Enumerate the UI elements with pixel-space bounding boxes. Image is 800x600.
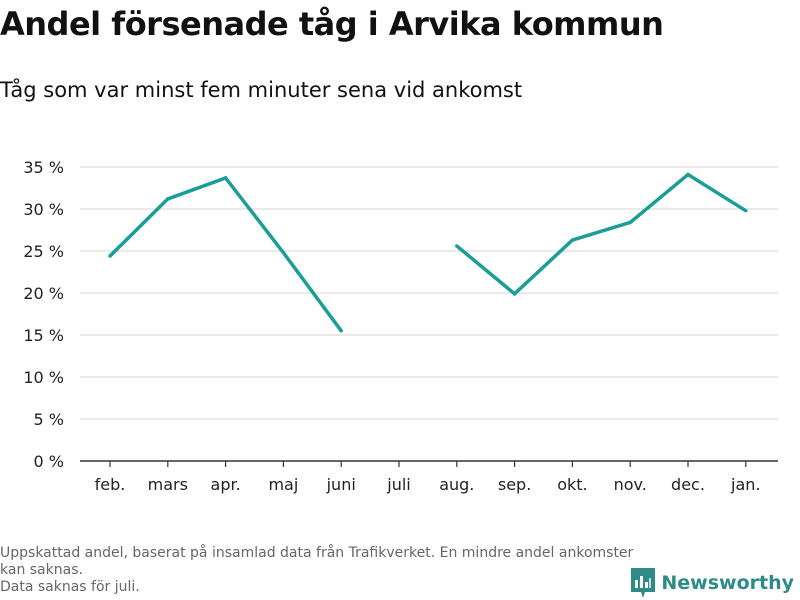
gridlines — [80, 166, 778, 420]
x-tick-label: apr. — [211, 475, 241, 494]
line-chart: 0 % 5 % 10 % 15 % 20 % 25 % 30 % 35 % feb. mars a… — [23, 158, 778, 494]
series-lines — [108, 172, 747, 332]
series-line — [455, 172, 747, 297]
x-tick-label: juli — [386, 475, 410, 494]
series-line — [108, 175, 343, 332]
x-tick-label: juni — [326, 475, 356, 494]
footer-note: Uppskattad andel, baserat på insamlad da… — [0, 545, 634, 578]
y-tick-label: 0 % — [34, 452, 64, 471]
x-tick-label: sep. — [498, 475, 531, 494]
y-tick-label: 5 % — [34, 410, 64, 429]
footer-missing-data-note: Data saknas för juli. — [0, 579, 140, 595]
chart-title: Andel försenade tåg i Arvika kommun — [0, 5, 664, 43]
x-tick-label: dec. — [671, 475, 705, 494]
y-tick-label: 20 % — [23, 284, 64, 303]
logo-text: Newsworthy — [661, 572, 794, 594]
data-points — [108, 172, 748, 333]
x-tick-label: jan. — [730, 475, 760, 494]
y-tick-label: 15 % — [23, 326, 64, 345]
x-axis: feb. mars apr. maj juni juli aug. sep. okt. nov. d… — [80, 460, 778, 494]
y-tick-label: 25 % — [23, 242, 64, 261]
x-tick-label: mars — [148, 475, 188, 494]
data-point — [455, 244, 459, 248]
chart-footer: Uppskattad andel, baserat på insamlad da… — [0, 545, 640, 596]
data-point — [166, 197, 170, 201]
y-tick-label: 10 % — [23, 368, 64, 387]
x-tick-label: maj — [268, 475, 298, 494]
x-tick-label: feb. — [95, 475, 126, 494]
y-tick-label: 35 % — [23, 158, 64, 177]
data-point — [512, 292, 517, 296]
data-point — [108, 254, 112, 258]
data-point — [686, 172, 690, 177]
y-tick-label: 30 % — [23, 200, 64, 219]
data-point — [281, 250, 286, 255]
x-tick-label: aug. — [439, 475, 474, 494]
x-tick-label: okt. — [557, 475, 587, 494]
y-axis-tick-labels: 0 % 5 % 10 % 15 % 20 % 25 % 30 % 35 % — [23, 158, 64, 471]
data-point — [744, 208, 748, 213]
data-point — [628, 220, 632, 225]
data-point — [570, 238, 575, 242]
newsworthy-logo-icon — [631, 568, 656, 598]
chart-subtitle: Tåg som var minst fem minuter sena vid a… — [0, 78, 523, 102]
data-point — [339, 329, 343, 333]
newsworthy-logo[interactable]: Newsworthy — [631, 568, 794, 598]
x-tick-label: nov. — [614, 475, 647, 494]
data-point — [223, 176, 228, 180]
